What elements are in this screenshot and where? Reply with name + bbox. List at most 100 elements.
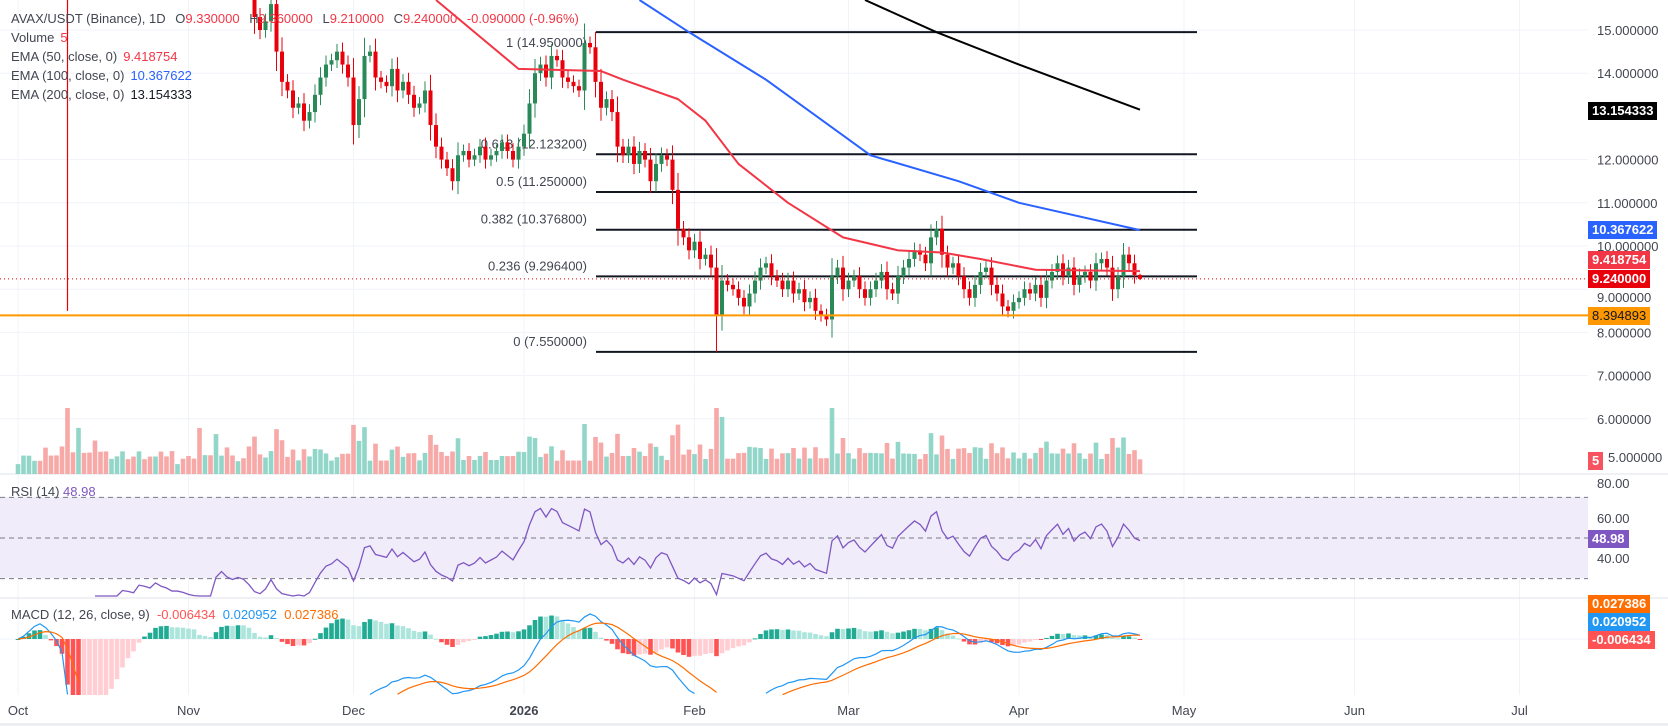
macd-histogram-bar — [59, 639, 65, 654]
macd-histogram-bar — [1027, 639, 1033, 642]
candle-body — [934, 228, 939, 238]
candle-body — [351, 77, 356, 126]
macd-histogram-bar — [862, 631, 868, 639]
volume-bar — [70, 452, 76, 474]
volume-bar — [395, 446, 400, 474]
macd-histogram-bar — [1132, 637, 1137, 639]
macd-histogram-bar — [219, 626, 224, 639]
macd-histogram-bar — [576, 630, 582, 639]
volume-bar — [884, 443, 890, 474]
candle-body — [318, 77, 323, 95]
rsi-tick-label: 80.00 — [1597, 476, 1630, 491]
candle-body — [566, 77, 570, 82]
candle-body — [1127, 254, 1131, 264]
volume-bar — [351, 424, 356, 474]
volume-bar — [604, 456, 609, 474]
candle-body — [379, 77, 383, 82]
candle-body — [533, 73, 537, 104]
macd-histogram-bar — [620, 639, 626, 654]
volume-bar — [736, 453, 741, 474]
legend-macd[interactable]: MACD (12, 26, close, 9) -0.006434 0.0209… — [11, 607, 339, 622]
candle-body — [291, 90, 295, 108]
volume-bar — [246, 446, 252, 474]
volume-bar — [169, 451, 175, 474]
macd-histogram-bar — [153, 627, 158, 639]
volume-bar — [422, 452, 428, 474]
macd-histogram-bar — [334, 619, 340, 639]
volume-bar — [125, 459, 131, 474]
volume-bar — [87, 452, 92, 474]
macd-histogram-bar — [323, 627, 329, 639]
volume-bar — [329, 460, 334, 474]
legend-ema200[interactable]: EMA (200, close, 0) 13.154333 — [11, 87, 192, 102]
macd-histogram-bar — [664, 639, 670, 648]
candle-body — [478, 146, 482, 156]
candle-body — [472, 155, 477, 160]
volume-bar — [48, 455, 54, 474]
macd-histogram-bar — [527, 625, 532, 639]
candle-body — [346, 64, 350, 78]
macd-histogram-bar — [202, 636, 208, 639]
macd-line — [17, 623, 69, 695]
candle-body — [500, 142, 504, 151]
volume-bar — [345, 453, 351, 474]
volume-bar — [241, 458, 246, 474]
fib-retracement[interactable]: 1 (14.950000)0.618 (12.123200)0.5 (11.25… — [481, 31, 1197, 353]
macd-histogram-bar — [835, 628, 840, 639]
volume-bar — [340, 453, 345, 474]
horizontal-levels[interactable] — [0, 278, 1588, 317]
candle-body — [445, 159, 449, 169]
macd-histogram-bar — [807, 632, 813, 639]
macd-histogram-bar — [417, 632, 422, 639]
candle-body — [912, 250, 917, 259]
macd-line — [765, 626, 1141, 694]
volume-bar — [417, 460, 422, 474]
macd-histogram-bar — [1099, 634, 1104, 639]
legend-rsi[interactable]: RSI (14) 48.98 — [11, 484, 96, 499]
candle-body — [879, 271, 884, 281]
badge-rsi: 48.98 — [1588, 530, 1629, 548]
volume-bar — [334, 457, 340, 474]
candle-body — [1033, 284, 1038, 294]
time-tick-label: Jul — [1511, 703, 1528, 718]
candle-body — [1083, 271, 1087, 277]
ema50-line — [435, 0, 1141, 273]
volume-bar — [312, 448, 318, 474]
candle-body — [423, 90, 427, 104]
candle-body — [824, 315, 829, 320]
macd-histogram-bar — [114, 639, 120, 680]
volume-bar — [252, 436, 257, 474]
volume-bar — [274, 429, 279, 474]
macd-histogram-bar — [230, 625, 235, 639]
legend-ema50[interactable]: EMA (50, close, 0) 9.418754 — [11, 49, 178, 64]
macd-histogram-bar — [873, 631, 879, 639]
volume-bar — [263, 457, 268, 474]
volume-bar — [1033, 452, 1038, 474]
macd-histogram-bar — [494, 633, 499, 639]
candle-body — [269, 4, 273, 22]
candle-body — [896, 276, 900, 294]
candle-body — [1088, 271, 1093, 281]
volume-bar — [664, 460, 670, 474]
macd-histogram-bar — [76, 639, 81, 695]
macd-histogram-bar — [1005, 639, 1011, 647]
legend-ema100[interactable]: EMA (100, close, 0) 10.367622 — [11, 68, 192, 83]
macd-histogram-bar — [703, 639, 708, 654]
macd-histogram-bar — [587, 627, 593, 639]
volume-bar — [54, 455, 59, 474]
volume-bar — [114, 456, 120, 474]
volume-bar — [180, 458, 186, 474]
legend-volume[interactable]: Volume 5 — [11, 30, 68, 45]
symbol-title[interactable]: AVAX/USDT (Binance), 1D — [11, 11, 166, 26]
volume-bar — [598, 442, 604, 474]
macd-histogram-bar — [510, 632, 516, 639]
price-tick-label: 8.000000 — [1597, 325, 1651, 340]
candle-body — [439, 146, 444, 160]
macd-histogram-bar — [901, 631, 906, 639]
candle-body — [659, 155, 664, 164]
time-tick-label: Feb — [683, 703, 705, 718]
candle-body — [670, 159, 675, 190]
time-tick-label: Nov — [177, 703, 201, 718]
time-tick-label: Dec — [342, 703, 366, 718]
